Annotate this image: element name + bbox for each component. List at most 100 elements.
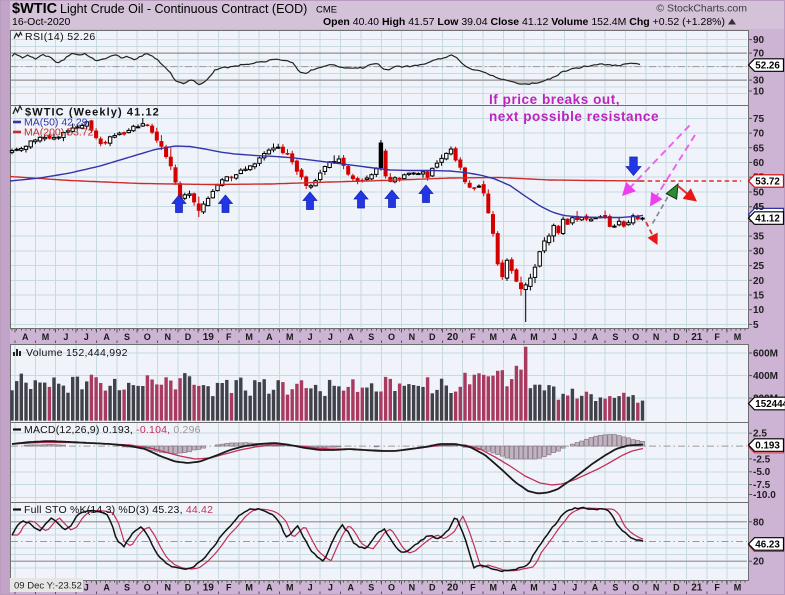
svg-text:O: O bbox=[144, 583, 151, 593]
svg-text:90: 90 bbox=[753, 35, 765, 46]
svg-text:J: J bbox=[572, 332, 577, 342]
svg-text:20: 20 bbox=[753, 276, 765, 287]
svg-text:J: J bbox=[572, 583, 577, 593]
svg-text:J: J bbox=[552, 583, 557, 593]
svg-text:21: 21 bbox=[691, 332, 703, 343]
svg-text:20: 20 bbox=[753, 557, 765, 568]
svg-text:-7.5: -7.5 bbox=[753, 480, 771, 491]
svg-text:J: J bbox=[84, 332, 89, 342]
svg-text:MA(50) 42.29: MA(50) 42.29 bbox=[24, 117, 88, 129]
svg-text:Light Crude Oil - Continuous C: Light Crude Oil - Continuous Contract (E… bbox=[60, 2, 307, 16]
svg-text:A: A bbox=[266, 583, 273, 593]
svg-text:400M: 400M bbox=[753, 371, 778, 382]
svg-text:M: M bbox=[734, 332, 742, 342]
svg-text:F: F bbox=[470, 332, 476, 342]
svg-text:D: D bbox=[673, 583, 680, 593]
svg-text:F: F bbox=[714, 332, 720, 342]
svg-text:O: O bbox=[144, 332, 151, 342]
svg-text:15: 15 bbox=[753, 291, 765, 302]
svg-text:M: M bbox=[489, 332, 497, 342]
svg-text:S: S bbox=[612, 583, 618, 593]
svg-text:F: F bbox=[226, 583, 232, 593]
svg-text:70: 70 bbox=[753, 129, 765, 140]
svg-text:A: A bbox=[103, 583, 110, 593]
svg-text:70: 70 bbox=[753, 49, 765, 60]
svg-text:Open 40.40 High 41.57 Low 39.0: Open 40.40 High 41.57 Low 39.04 Close 41… bbox=[323, 16, 725, 28]
svg-text:N: N bbox=[653, 332, 660, 342]
svg-text:16-Oct-2020: 16-Oct-2020 bbox=[12, 16, 71, 28]
svg-text:45: 45 bbox=[753, 202, 765, 213]
svg-text:D: D bbox=[429, 583, 436, 593]
svg-text:60: 60 bbox=[753, 158, 765, 169]
svg-text:10: 10 bbox=[753, 305, 765, 316]
svg-text:J: J bbox=[63, 332, 68, 342]
svg-text:O: O bbox=[632, 332, 639, 342]
svg-text:RSI(14) 52.26: RSI(14) 52.26 bbox=[25, 31, 96, 43]
svg-text:N: N bbox=[164, 583, 171, 593]
svg-text:J: J bbox=[84, 583, 89, 593]
svg-text:J: J bbox=[328, 332, 333, 342]
svg-text:D: D bbox=[185, 583, 192, 593]
svg-text:MA(200) 53.72: MA(200) 53.72 bbox=[24, 127, 94, 139]
svg-text:-10.0: -10.0 bbox=[753, 490, 776, 501]
svg-text:M: M bbox=[42, 332, 50, 342]
svg-text:F: F bbox=[714, 583, 720, 593]
svg-text:M: M bbox=[734, 583, 742, 593]
svg-text:J: J bbox=[552, 332, 557, 342]
svg-text:35: 35 bbox=[753, 232, 765, 243]
svg-text:J: J bbox=[308, 583, 313, 593]
svg-text:A: A bbox=[592, 332, 599, 342]
svg-text:-2.5: -2.5 bbox=[753, 454, 771, 465]
svg-text:A: A bbox=[103, 332, 110, 342]
svg-text:75: 75 bbox=[753, 114, 765, 125]
svg-text:A: A bbox=[348, 332, 355, 342]
svg-text:30: 30 bbox=[753, 76, 765, 87]
svg-text:A: A bbox=[592, 583, 599, 593]
svg-text:$WTIC: $WTIC bbox=[12, 1, 58, 17]
svg-text:19: 19 bbox=[203, 583, 215, 594]
svg-text:J: J bbox=[308, 332, 313, 342]
svg-text:M: M bbox=[286, 332, 294, 342]
svg-text:A: A bbox=[22, 332, 29, 342]
svg-text:next possible resistance: next possible resistance bbox=[489, 109, 659, 124]
svg-text:N: N bbox=[409, 332, 416, 342]
svg-text:D: D bbox=[429, 332, 436, 342]
svg-text:21: 21 bbox=[691, 583, 703, 594]
svg-text:53.72: 53.72 bbox=[755, 177, 780, 188]
svg-text:20: 20 bbox=[447, 583, 459, 594]
svg-text:A: A bbox=[510, 583, 517, 593]
svg-text:S: S bbox=[368, 583, 374, 593]
svg-text:52.26: 52.26 bbox=[755, 61, 780, 72]
svg-text:J: J bbox=[328, 583, 333, 593]
svg-text:19: 19 bbox=[203, 332, 215, 343]
svg-text:2.5: 2.5 bbox=[753, 429, 767, 440]
svg-text:152444: 152444 bbox=[755, 399, 785, 410]
svg-text:N: N bbox=[653, 583, 660, 593]
svg-text:O: O bbox=[388, 332, 395, 342]
svg-text:S: S bbox=[124, 583, 130, 593]
svg-text:M: M bbox=[530, 583, 538, 593]
svg-text:F: F bbox=[470, 583, 476, 593]
svg-text:Full STO %K(14,3) %D(3) 45.23,: Full STO %K(14,3) %D(3) 45.23, 44.42 bbox=[24, 504, 213, 516]
svg-text:41.12: 41.12 bbox=[755, 214, 780, 225]
svg-text:M: M bbox=[245, 332, 253, 342]
svg-text:46.23: 46.23 bbox=[755, 540, 780, 551]
svg-text:D: D bbox=[673, 332, 680, 342]
svg-text:F: F bbox=[226, 332, 232, 342]
svg-text:5: 5 bbox=[753, 320, 759, 331]
svg-text:M: M bbox=[245, 583, 253, 593]
svg-text:09 Dec Y:-23.52: 09 Dec Y:-23.52 bbox=[14, 581, 82, 592]
svg-text:D: D bbox=[185, 332, 192, 342]
svg-text:O: O bbox=[388, 583, 395, 593]
svg-text:S: S bbox=[368, 332, 374, 342]
svg-text:600M: 600M bbox=[753, 349, 778, 360]
svg-text:80: 80 bbox=[753, 517, 765, 528]
svg-text:S: S bbox=[124, 332, 130, 342]
svg-text:M: M bbox=[530, 332, 538, 342]
svg-text:M: M bbox=[489, 583, 497, 593]
svg-text:N: N bbox=[164, 332, 171, 342]
svg-text:A: A bbox=[510, 332, 517, 342]
svg-text:M: M bbox=[286, 583, 294, 593]
svg-text:© StockCharts.com: © StockCharts.com bbox=[656, 3, 747, 15]
svg-text:MACD(12,26,9) 0.193, -0.104, 0: MACD(12,26,9) 0.193, -0.104, 0.296 bbox=[24, 424, 201, 436]
